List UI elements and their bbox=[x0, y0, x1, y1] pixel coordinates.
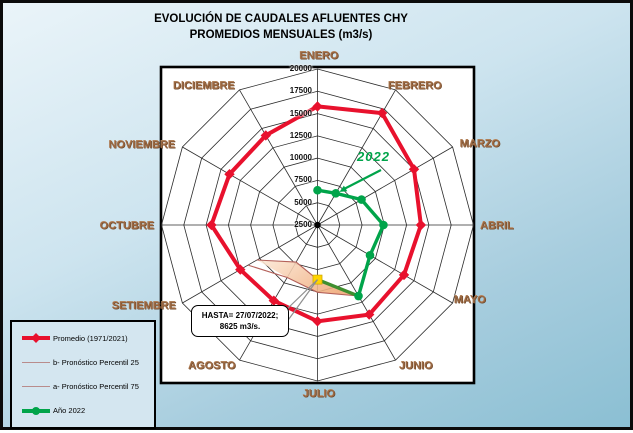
month-label-octubre: OCTUBRE bbox=[99, 220, 155, 232]
promedio-marker-diamond bbox=[268, 295, 279, 306]
chart-title-line-2: PROMEDIOS MENSUALES (m3/s) bbox=[189, 29, 373, 41]
year-2022-arrowhead bbox=[339, 185, 348, 192]
radial-tick-20000: 20000 bbox=[289, 64, 312, 73]
radial-tick-15000: 15000 bbox=[289, 108, 312, 118]
legend-item-1: b- Pronóstico Percentil 25 bbox=[22, 353, 154, 371]
legend-swatch-rose-line bbox=[22, 381, 50, 393]
promedio-marker-diamond bbox=[398, 269, 410, 281]
chart-center-dot bbox=[314, 221, 321, 229]
ano-2022-partial-segment bbox=[316, 278, 360, 298]
legend-label: Promedio (1971/2021) bbox=[53, 333, 128, 343]
percentil-75-line bbox=[247, 264, 359, 297]
radial-tick-5000: 5000 bbox=[294, 197, 312, 207]
chart-title: EVOLUCIÓN DE CAUDALES AFLUENTES CHY PROM… bbox=[121, 11, 441, 43]
month-label-mayo: MAYO bbox=[454, 294, 486, 306]
chart-title-line-1: EVOLUCIÓN DE CAUDALES AFLUENTES CHY bbox=[154, 13, 408, 25]
ano-2022-marker bbox=[331, 189, 341, 198]
grid-spoke bbox=[182, 146, 318, 226]
month-label-junio: JUNIO bbox=[399, 360, 433, 372]
legend-swatch-green-circle bbox=[22, 405, 50, 417]
legend-label: a- Pronóstico Percentil 75 bbox=[53, 382, 139, 392]
grid-spoke bbox=[239, 224, 318, 361]
month-label-noviembre: NOVIEMBRE bbox=[108, 139, 176, 151]
promedio-marker-diamond bbox=[364, 309, 375, 320]
radial-tick-17500: 17500 bbox=[289, 86, 312, 96]
radial-tick-10000: 10000 bbox=[289, 153, 312, 163]
grid-spoke bbox=[317, 146, 453, 226]
callout-leader-line bbox=[285, 279, 318, 311]
legend-swatch-rose-line bbox=[22, 356, 50, 368]
radial-tick-12500: 12500 bbox=[289, 130, 312, 140]
ano-2022-marker bbox=[313, 185, 322, 195]
grid-spoke bbox=[239, 89, 318, 226]
hasta-annotation-line-2: 8625 m3/s. bbox=[219, 322, 261, 331]
month-label-julio: JULIO bbox=[302, 388, 336, 400]
ano-2022-marker bbox=[365, 251, 375, 260]
legend: Promedio (1971/2021) b- Pronóstico Percen… bbox=[10, 320, 156, 429]
legend-item-2: a- Pronóstico Percentil 75 bbox=[22, 378, 154, 396]
promedio-marker-diamond bbox=[235, 264, 246, 275]
promedio-marker-diamond bbox=[312, 316, 323, 327]
promedio-marker-diamond bbox=[408, 164, 420, 175]
promedio-marker-diamond bbox=[376, 107, 388, 119]
month-label-febrero: FEBRERO bbox=[388, 80, 442, 92]
ano-2022-marker bbox=[354, 291, 363, 301]
legend-label: b- Pronóstico Percentil 25 bbox=[53, 357, 139, 367]
promedio-marker-diamond bbox=[206, 219, 217, 231]
ano-2022-marker bbox=[357, 195, 366, 204]
radial-tick-7500: 7500 bbox=[294, 175, 312, 185]
promedio-marker-diamond bbox=[224, 169, 235, 180]
year-2022-arrow bbox=[344, 169, 382, 190]
month-label-diciembre: DICIEMBRE bbox=[173, 80, 235, 92]
grid-spoke bbox=[317, 224, 453, 304]
ano-2022-marker bbox=[379, 220, 388, 230]
legend-swatch-red-diamond bbox=[22, 332, 50, 344]
hasta-annotation: HASTA= 27/07/2022; 8625 m3/s. bbox=[191, 305, 289, 337]
month-label-enero: ENERO bbox=[299, 50, 339, 62]
hasta-annotation-line-1: HASTA= 27/07/2022; bbox=[201, 311, 279, 320]
promedio-marker-diamond bbox=[260, 130, 271, 141]
callout-leader-line bbox=[285, 279, 318, 324]
month-label-setiembre: SETIEMBRE bbox=[111, 300, 177, 312]
grid-spoke bbox=[182, 224, 318, 304]
legend-item-0: Promedio (1971/2021) bbox=[22, 329, 154, 347]
legend-item-3: Año 2022 bbox=[22, 402, 154, 420]
year-2022-label: 2022 bbox=[357, 149, 390, 164]
month-label-marzo: MARZO bbox=[459, 138, 501, 150]
promedio-marker-diamond bbox=[312, 101, 323, 112]
radial-tick-2500: 2500 bbox=[294, 220, 312, 229]
month-label-agosto: AGOSTO bbox=[188, 360, 236, 372]
month-label-abril: ABRIL bbox=[480, 220, 514, 232]
legend-label: Año 2022 bbox=[53, 406, 86, 416]
promedio-marker-diamond bbox=[415, 219, 427, 231]
